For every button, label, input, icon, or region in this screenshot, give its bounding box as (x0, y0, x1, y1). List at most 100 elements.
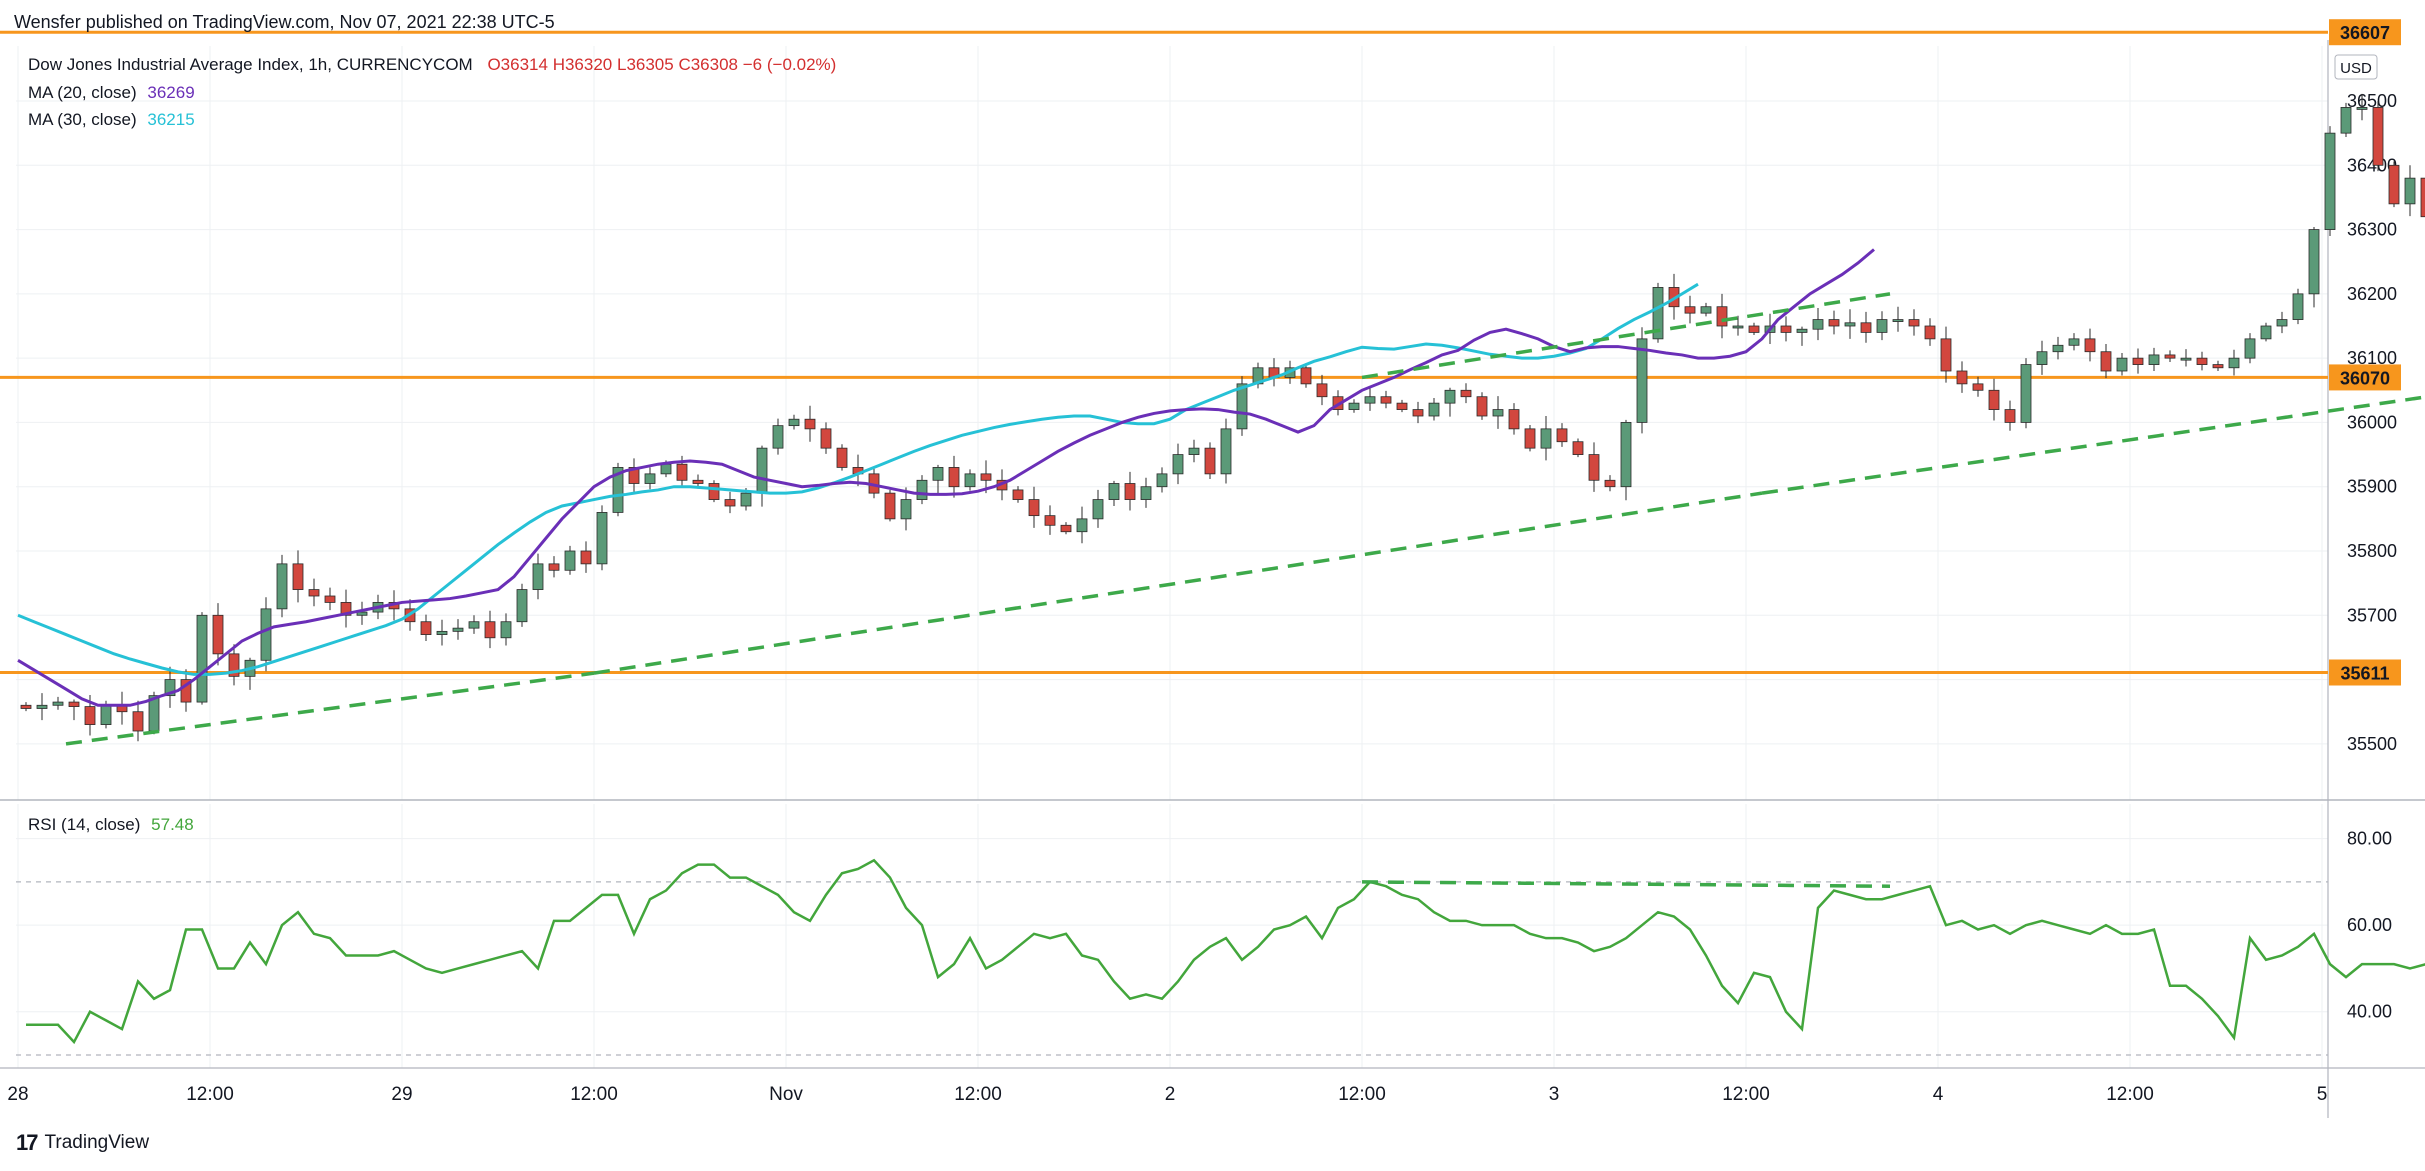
candle (1012, 486, 1024, 503)
level-price-label-1: 36070 (2340, 368, 2390, 388)
candle (420, 614, 432, 641)
candle-body (884, 492, 896, 520)
candle-body (724, 499, 736, 507)
y-tick-label-2: 35700 (2347, 605, 2397, 625)
candle-body (308, 589, 320, 597)
candle-body (1300, 367, 1312, 385)
candle (2180, 349, 2192, 367)
candle-body (420, 621, 432, 635)
candle-body (1588, 454, 1600, 481)
candle-body (2052, 344, 2064, 353)
candle-body (532, 563, 544, 590)
candle (884, 489, 896, 522)
candle (1940, 326, 1952, 383)
candle (1716, 293, 1728, 339)
candle-body (964, 473, 976, 488)
candle (1412, 401, 1424, 424)
level-price-tag (2329, 364, 2401, 391)
candle (2404, 165, 2416, 217)
y-tick-label-7: 36200 (2347, 284, 2397, 304)
x-tick-label-8: 3 (1549, 1084, 1560, 1105)
candle-body (1220, 428, 1232, 475)
candle-body (340, 602, 352, 616)
candle (1844, 309, 1856, 339)
candle-body (2020, 364, 2032, 423)
candle-body (820, 428, 832, 449)
x-tick-label-6: 2 (1165, 1084, 1176, 1105)
candle (308, 578, 320, 607)
candle (628, 458, 640, 492)
candle-body (1604, 479, 1616, 488)
candle (164, 666, 176, 708)
ma30-label: MA (30, close) (28, 110, 137, 129)
x-tick-label-0: 28 (7, 1084, 28, 1105)
candle-body (1908, 319, 1920, 327)
candle (1828, 310, 1840, 335)
y-tick-label-4: 35900 (2347, 477, 2397, 497)
candle (820, 422, 832, 454)
candle-body (1988, 389, 2000, 410)
candle (2116, 353, 2128, 376)
candle-body (1188, 447, 1200, 455)
candle (1428, 398, 1440, 421)
candle-body (1140, 486, 1152, 500)
candle (436, 619, 448, 646)
candle-body (980, 473, 992, 481)
x-tick-label-1: 12:00 (186, 1084, 234, 1105)
candle (276, 554, 288, 618)
candle-body (1172, 454, 1184, 475)
candle-body (164, 679, 176, 697)
candle (52, 696, 64, 710)
candle-body (2308, 229, 2320, 295)
candle (260, 597, 272, 672)
candle-body (276, 563, 288, 610)
x-tick-label-12: 5 (2317, 1084, 2328, 1105)
candle-body (2340, 107, 2352, 134)
ma30-line (17, 282, 1699, 676)
candle (132, 700, 144, 742)
trendline-dashed (1761, 395, 2425, 495)
y-tick-label-9: 36400 (2347, 155, 2397, 175)
candle-body (1444, 389, 1456, 404)
candle (1652, 282, 1664, 343)
candle-body (1524, 428, 1536, 449)
ma20-label: MA (20, close) (28, 83, 137, 102)
candle (68, 699, 80, 721)
candle-body (1364, 396, 1376, 404)
rsi-value: 57.48 (151, 815, 194, 834)
candle-body (564, 550, 576, 571)
candle (964, 469, 976, 491)
candle (1540, 416, 1552, 461)
candle (2308, 227, 2320, 308)
candle-body (2164, 354, 2176, 359)
candle-body (2356, 107, 2368, 110)
candle (1380, 390, 1392, 409)
ohlc-low: L36305 (616, 55, 674, 74)
candle (836, 444, 848, 471)
candle-body (2244, 338, 2256, 359)
candle-body (772, 425, 784, 449)
candle-body (1012, 489, 1024, 500)
candle (1364, 388, 1376, 411)
candle (1060, 522, 1072, 535)
candle-body (324, 595, 336, 603)
x-tick-label-3: 12:00 (570, 1084, 618, 1105)
candle-body (1572, 441, 1584, 455)
candle (2036, 340, 2048, 375)
candle-body (228, 653, 240, 677)
candle-body (2196, 357, 2208, 365)
candle-body (1892, 319, 1904, 322)
y-tick-label-10: 36500 (2347, 91, 2397, 111)
candle-body (692, 479, 704, 484)
candle (804, 405, 816, 442)
candle-body (1796, 328, 1808, 333)
y-tick-label-6: 36100 (2347, 348, 2397, 368)
footer-brand[interactable]: 17 TradingView (16, 1130, 149, 1156)
candle-body (1316, 383, 1328, 398)
candle-body (596, 512, 608, 565)
candle-body (452, 627, 464, 632)
candle (1988, 378, 2000, 421)
candle-body (1236, 383, 1248, 430)
candle (2276, 311, 2288, 334)
